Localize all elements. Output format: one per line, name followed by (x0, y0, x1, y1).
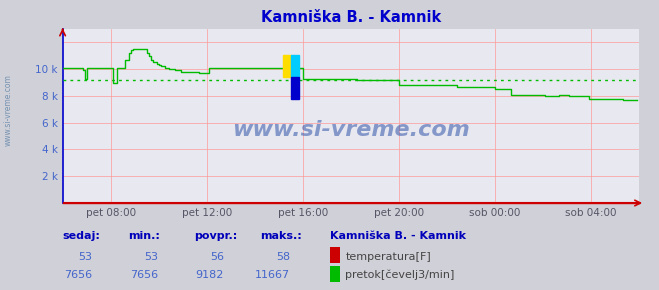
Text: 11667: 11667 (255, 270, 290, 280)
Polygon shape (283, 55, 291, 77)
Text: 7656: 7656 (64, 270, 92, 280)
Text: Kamniška B. - Kamnik: Kamniška B. - Kamnik (330, 231, 465, 241)
Text: sedaj:: sedaj: (63, 231, 100, 241)
Text: 53: 53 (144, 251, 158, 262)
Polygon shape (291, 77, 299, 99)
Text: 7656: 7656 (130, 270, 158, 280)
Text: pretok[čevelj3/min]: pretok[čevelj3/min] (345, 270, 455, 280)
Text: maks.:: maks.: (260, 231, 302, 241)
Text: povpr.:: povpr.: (194, 231, 238, 241)
Polygon shape (291, 55, 299, 77)
Text: 56: 56 (210, 251, 224, 262)
Text: 53: 53 (78, 251, 92, 262)
Text: temperatura[F]: temperatura[F] (345, 251, 431, 262)
Text: www.si-vreme.com: www.si-vreme.com (3, 74, 13, 146)
Text: 9182: 9182 (196, 270, 224, 280)
Text: min.:: min.: (129, 231, 160, 241)
Text: 58: 58 (276, 251, 290, 262)
Text: www.si-vreme.com: www.si-vreme.com (232, 120, 470, 140)
Title: Kamniška B. - Kamnik: Kamniška B. - Kamnik (261, 10, 441, 25)
